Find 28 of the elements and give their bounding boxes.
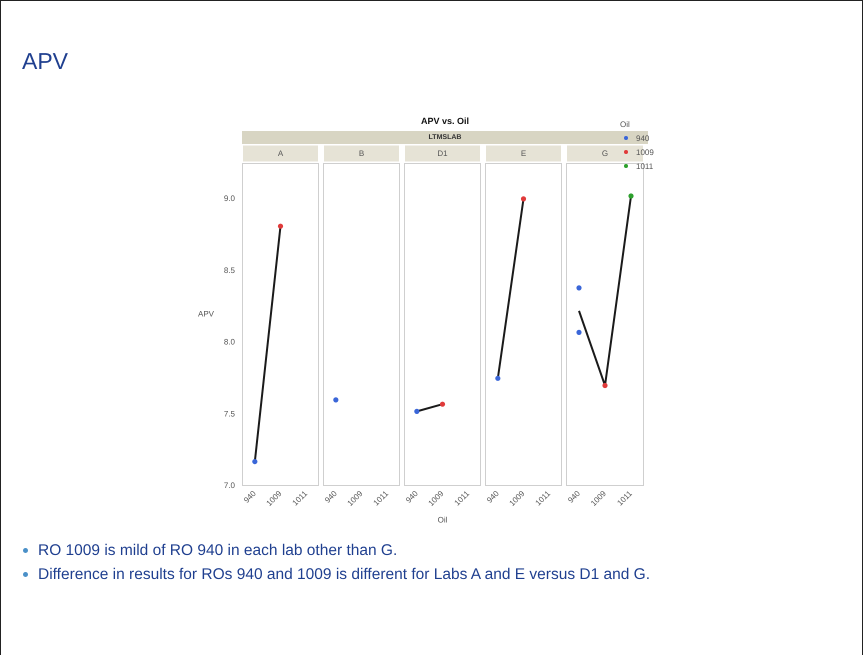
text: APV [22, 48, 68, 75]
y-tick-label: 7.5 [224, 409, 236, 418]
text: APV vs. Oil [420, 116, 470, 126]
legend-label: 940 [635, 133, 650, 145]
text: RO 1009 is mild of RO 940 in each lab other than G. [37, 541, 398, 561]
chart-title: G [602, 149, 608, 158]
chart-title: B [358, 149, 364, 158]
y-tick-label: 8.0 [224, 338, 236, 347]
y-tick-label: 8.5 [224, 266, 236, 275]
x-axis-title: Oil [438, 515, 448, 524]
legend-label: 1009 [635, 147, 654, 159]
y-tick-label: 9.0 [224, 194, 236, 204]
x-tick-label: 940 [322, 488, 340, 505]
legend-title: Oil [620, 119, 631, 131]
x-tick-label: 940 [566, 488, 582, 505]
x-tick-label: 940 [242, 488, 258, 505]
y-axis-title: APV [198, 310, 215, 319]
chart-title: D1 [437, 149, 448, 158]
legend-label: 1011 [635, 161, 654, 173]
x-tick-label: 940 [404, 488, 420, 505]
x-tick-label: 940 [484, 488, 502, 505]
text: Difference in results for ROs 940 and 1009 is different for Labs A and E versus D1 and G. [37, 565, 652, 585]
point [576, 285, 582, 290]
point [602, 382, 608, 388]
chart-title: A [278, 149, 284, 158]
y-tick-label: 7.0 [224, 481, 236, 490]
point [628, 193, 634, 199]
chart-title: E [520, 149, 526, 158]
